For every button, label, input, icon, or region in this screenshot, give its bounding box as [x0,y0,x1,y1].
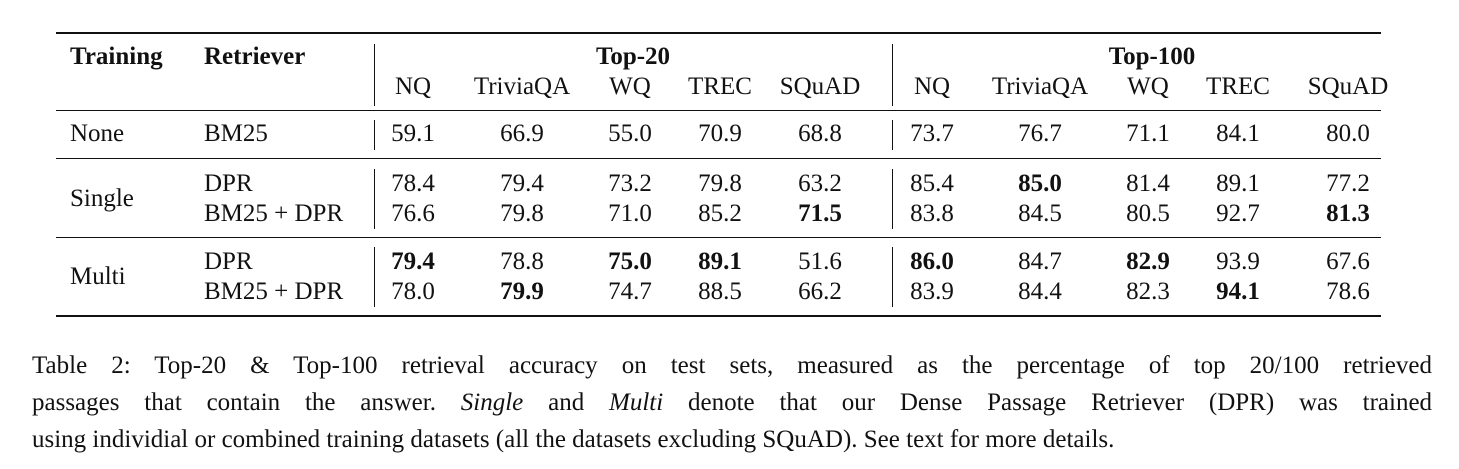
table-cell-top100: 83.9 [910,278,954,305]
header-top100-dataset: NQ [913,73,951,100]
table-cell-top20: 79.9 [500,278,544,305]
table-cell-top100: 85.0 [1018,170,1062,197]
training-label: None [70,120,125,147]
header-top20-dataset: TREC [688,73,752,100]
table-cell-top20: 88.5 [698,278,742,305]
table-cell-top100: 80.5 [1126,200,1170,227]
none-group-bottom-rule [56,158,1381,160]
retriever-label: BM25 [204,120,268,147]
table-cell-top20: 78.8 [500,248,544,275]
table-cell-top20: 55.0 [608,120,652,147]
caption-text: denote that our Dense Passage Retriever … [688,389,1433,416]
table-cell-top100: 94.1 [1216,278,1260,305]
table-cell-top20: 79.4 [500,170,544,197]
table-cell-top20: 89.1 [698,248,742,275]
header-group-top20: Top-20 [595,43,671,70]
table-top-rule [56,32,1381,34]
header-top100-dataset: TriviaQA [991,73,1089,100]
header-retriever: Retriever [204,43,306,70]
table-cell-top100: 93.9 [1216,248,1260,275]
vertical-separator [892,44,894,106]
vertical-separator [892,169,894,229]
table-cell-top100: 82.9 [1126,248,1170,275]
vertical-separator [374,247,376,307]
header-top20-dataset: WQ [609,73,651,100]
caption-line: Table 2: Top-20 & Top-100 retrieval accu… [32,352,1432,379]
table-cell-top20: 66.9 [500,120,544,147]
table-cell-top20: 73.2 [608,170,652,197]
table-cell-top20: 78.0 [391,278,435,305]
table-cell-top100: 92.7 [1216,200,1260,227]
table-cell-top100: 71.1 [1126,120,1170,147]
header-top20-dataset: NQ [394,73,432,100]
caption-emphasis: Single [460,389,524,416]
table-cell-top100: 83.8 [910,200,954,227]
table-cell-top20: 75.0 [608,248,652,275]
table-cell-top20: 78.4 [391,170,435,197]
vertical-separator [374,44,376,106]
table-cell-top100: 86.0 [910,248,954,275]
caption-line: using individial or combined training da… [32,426,1115,453]
vertical-separator [374,120,376,150]
retriever-label: BM25 + DPR [204,278,344,305]
table-cell-top100: 84.5 [1018,200,1062,227]
header-training: Training [70,43,163,70]
table-caption: Table 2: Top-20 & Top-100 retrieval accu… [32,347,1432,458]
training-label: Single [70,185,134,212]
table-cell-top100: 67.6 [1326,248,1370,275]
caption-emphasis: Multi [609,389,664,416]
table-cell-top100: 76.7 [1018,120,1062,147]
table-cell-top100: 82.3 [1126,278,1170,305]
table-cell-top100: 73.7 [910,120,954,147]
table-cell-top20: 85.2 [698,200,742,227]
table-cell-top100: 81.3 [1326,200,1370,227]
header-group-top100: Top-100 [1108,43,1196,70]
table-cell-top20: 71.5 [798,200,842,227]
table-cell-top20: 74.7 [608,278,652,305]
table-cell-top20: 70.9 [698,120,742,147]
table-cell-top20: 79.8 [698,170,742,197]
single-group-bottom-rule [56,237,1381,239]
table-cell-top20: 59.1 [391,120,435,147]
training-label: Multi [70,263,126,290]
table-cell-top20: 51.6 [798,248,842,275]
retriever-label: DPR [204,170,253,197]
table-cell-top100: 81.4 [1126,170,1170,197]
header-top100-dataset: WQ [1127,73,1169,100]
caption-text: passages that contain the answer. [32,389,436,416]
table-cell-top20: 71.0 [608,200,652,227]
table-cell-top20: 63.2 [798,170,842,197]
table-cell-top20: 68.8 [798,120,842,147]
table-cell-top20: 79.8 [500,200,544,227]
vertical-separator [892,247,894,307]
header-top20-dataset: TriviaQA [473,73,571,100]
header-top100-dataset: SQuAD [1307,73,1389,100]
table-cell-top20: 66.2 [798,278,842,305]
table-bottom-rule [56,315,1381,317]
table-cell-top100: 85.4 [910,170,954,197]
header-bottom-rule [56,110,1381,112]
table-cell-top100: 84.1 [1216,120,1260,147]
vertical-separator [374,169,376,229]
retriever-label: DPR [204,248,253,275]
table-cell-top100: 80.0 [1326,120,1370,147]
caption-text: and [548,389,585,416]
table-cell-top100: 78.6 [1326,278,1370,305]
retriever-label: BM25 + DPR [204,200,344,227]
table-cell-top20: 76.6 [391,200,435,227]
header-top100-dataset: TREC [1206,73,1270,100]
vertical-separator [892,120,894,150]
table-cell-top20: 79.4 [391,248,435,275]
caption-line: passages that contain the answer. Single… [32,384,1432,421]
table-cell-top100: 84.7 [1018,248,1062,275]
table-cell-top100: 77.2 [1326,170,1370,197]
table-cell-top100: 89.1 [1216,170,1260,197]
header-top20-dataset: SQuAD [779,73,861,100]
table-cell-top100: 84.4 [1018,278,1062,305]
